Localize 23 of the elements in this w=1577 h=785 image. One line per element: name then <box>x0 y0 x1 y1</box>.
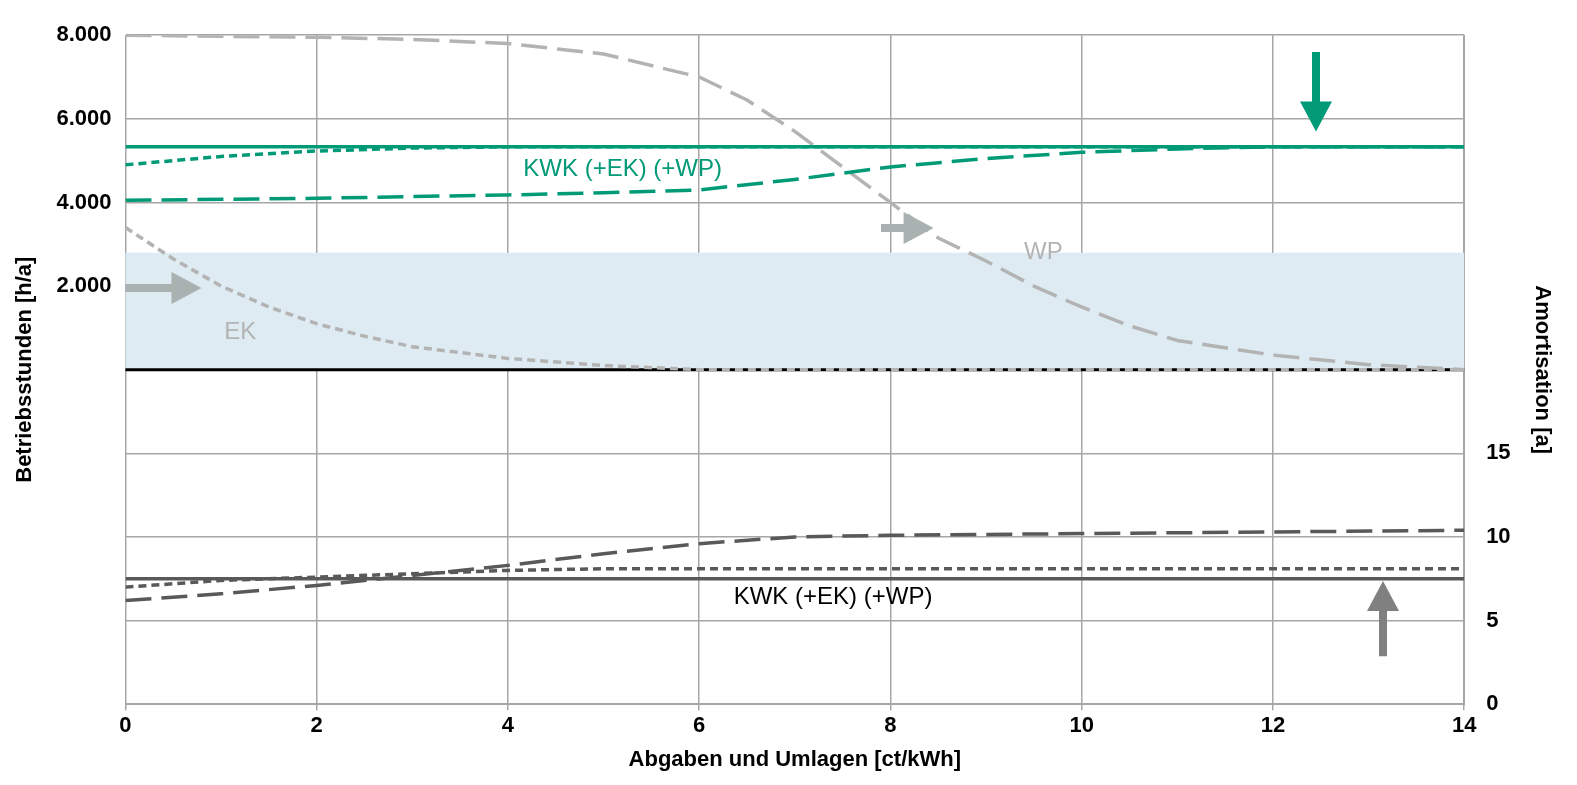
x-tick-label: 6 <box>693 712 706 738</box>
x-tick-label: 2 <box>310 712 323 738</box>
x-tick-label: 0 <box>119 712 132 738</box>
annotation: KWK (+EK) (+WP) <box>733 582 933 610</box>
y2-tick-label: 5 <box>1486 606 1499 632</box>
y-tick-label: 6.000 <box>56 104 112 130</box>
y-tick-label: 4.000 <box>56 188 112 214</box>
x-tick-label: 8 <box>884 712 897 738</box>
annotation: KWK (+EK) (+WP) <box>523 153 723 181</box>
y2-tick-label: 0 <box>1486 690 1499 716</box>
x-tick-label: 4 <box>501 712 515 738</box>
y-tick-label: 2.000 <box>56 272 112 298</box>
y2-axis-title: Amortisation [a] <box>1530 285 1556 455</box>
y2-tick-label: 10 <box>1486 523 1511 549</box>
y-tick-label: 8.000 <box>56 21 112 47</box>
x-tick-label: 12 <box>1260 712 1286 738</box>
annotation: WP <box>1024 237 1063 265</box>
y-axis-title: Betriebsstunden [h/a] <box>11 256 37 483</box>
y2-tick-label: 15 <box>1486 439 1511 465</box>
x-tick-label: 10 <box>1069 712 1094 738</box>
x-axis-title: Abgaben und Umlagen [ct/kWh] <box>628 745 962 771</box>
annotation: EK <box>224 316 257 344</box>
x-tick-label: 14 <box>1451 712 1478 738</box>
